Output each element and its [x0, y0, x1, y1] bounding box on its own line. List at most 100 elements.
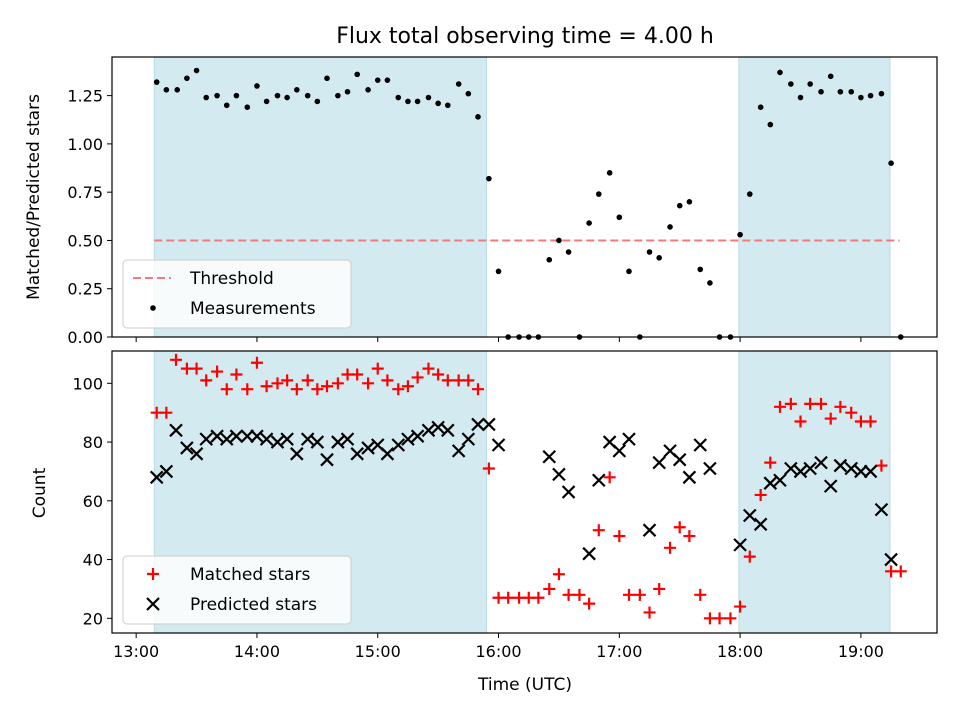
bottom-legend-label: Matched stars: [190, 565, 310, 585]
top-measurement-point: [707, 280, 713, 286]
bottom-predicted-point: [491, 438, 506, 452]
bottom-matched-point: [824, 412, 837, 425]
bottom-matched-point: [422, 362, 435, 375]
top-legend-label: Threshold: [189, 269, 274, 289]
top-measurement-point: [788, 81, 794, 87]
bottom-predicted-point: [854, 464, 868, 479]
bottom-predicted-point: [169, 423, 183, 438]
top-axes-frame: [111, 56, 938, 338]
bottom-predicted-point: [612, 444, 627, 458]
bottom-matched-point: [815, 397, 828, 410]
bottom-matched-point: [331, 377, 344, 390]
top-measurement-point: [667, 224, 673, 230]
top-measurement-point: [888, 160, 894, 167]
top-measurement-point: [324, 75, 330, 82]
top-measurement-point: [495, 268, 502, 275]
top-measurement-point: [858, 94, 864, 101]
top-measurement-point: [556, 237, 562, 244]
bottom-predicted-point: [290, 447, 304, 461]
top-legend-box: [122, 259, 352, 329]
bottom-chart-panel: 13:00 14:00 15:00 16:00 17:00 18:00 19:00 20 40 6…: [72, 350, 938, 661]
top-measurement-point: [414, 98, 421, 105]
bottom-predicted-point: [331, 435, 345, 449]
bottom-predicted-point: [421, 423, 436, 438]
bottom-predicted-point: [310, 435, 325, 449]
bottom-matched-point: [794, 415, 807, 428]
top-measurement-point: [818, 88, 824, 95]
bottom-axes-frame: [111, 350, 938, 634]
bottom-predicted-point: [391, 438, 406, 452]
top-measurement-point: [565, 249, 572, 255]
bottom-predicted-point: [199, 432, 213, 446]
bottom-predicted-point: [219, 432, 234, 446]
bottom-predicted-point: [250, 429, 264, 443]
bottom-predicted-point: [280, 432, 294, 446]
bottom-matched-point: [290, 383, 303, 396]
bottom-predicted-point: [259, 432, 274, 446]
bottom-matched-point: [764, 456, 777, 469]
bottom-matched-point: [673, 521, 686, 534]
bottom-predicted-point: [884, 552, 898, 567]
bottom-matched-point: [211, 365, 224, 378]
bottom-predicted-point: [552, 467, 566, 482]
top-measurement-point: [878, 90, 885, 97]
top-measurement-point: [616, 214, 623, 221]
bottom-matched-point: [351, 368, 364, 381]
top-measurement-point: [284, 94, 290, 101]
bottom-matched-point: [311, 383, 324, 396]
top-measurement-point: [203, 94, 210, 101]
bottom-matched-point: [622, 588, 635, 601]
bottom-shaded-interval: [738, 350, 891, 634]
bottom-predicted-point: [592, 473, 606, 488]
top-measurement-point: [746, 191, 753, 197]
top-measurement-point: [214, 92, 220, 99]
bottom-predicted-point: [240, 429, 255, 443]
bottom-predicted-point: [180, 441, 194, 455]
bottom-matched-point: [190, 362, 203, 375]
bottom-matched-point: [653, 582, 666, 595]
top-measurement-point: [254, 83, 260, 89]
bottom-matched-point: [683, 530, 696, 543]
bottom-predicted-point: [773, 473, 787, 488]
bottom-predicted-point: [542, 449, 557, 464]
top-measurement-point: [777, 69, 783, 76]
bottom-predicted-point: [703, 461, 717, 476]
bottom-matched-point: [633, 588, 646, 601]
top-measurement-point: [335, 92, 341, 99]
bottom-legend-predicted-marker: [146, 597, 160, 611]
bottom-matched-point: [834, 400, 847, 413]
bottom-matched-point: [401, 380, 414, 393]
bottom-predicted-point: [672, 452, 687, 467]
bottom-predicted-point: [320, 452, 334, 467]
top-measurement-point: [595, 191, 602, 197]
top-y-tick-label: 1.25: [67, 87, 103, 106]
top-measurement-point: [223, 102, 230, 109]
bottom-matched-point: [643, 606, 656, 619]
top-measurement-point: [395, 94, 402, 101]
bottom-matched-point: [502, 591, 515, 604]
bottom-matched-point: [392, 383, 405, 396]
top-shaded-interval: [738, 56, 891, 338]
bottom-predicted-point: [682, 470, 697, 485]
bottom-matched-point: [562, 588, 575, 601]
top-measurement-point: [304, 92, 311, 99]
bottom-matched-point: [250, 356, 263, 369]
bottom-matched-point: [381, 374, 394, 387]
top-legend-measurement-marker: [150, 305, 156, 311]
bottom-matched-point: [734, 600, 747, 613]
bottom-matched-point: [462, 374, 475, 387]
bottom-predicted-point: [733, 538, 747, 552]
top-chart-ylabel: Matched/Predicted stars: [24, 94, 44, 300]
bottom-matched-point: [281, 374, 294, 387]
bottom-matched-point: [754, 488, 767, 501]
top-measurement-point: [384, 77, 391, 83]
bottom-predicted-point: [763, 476, 778, 490]
bottom-predicted-point: [874, 502, 889, 517]
bottom-predicted-point: [833, 458, 848, 473]
bottom-predicted-point: [451, 444, 466, 458]
bottom-y-tick-label: 100: [72, 374, 103, 393]
bottom-matched-point: [804, 397, 817, 410]
bottom-x-tick-label: 14:00: [234, 642, 280, 661]
bottom-matched-point: [200, 374, 213, 387]
top-measurement-point: [465, 90, 472, 97]
